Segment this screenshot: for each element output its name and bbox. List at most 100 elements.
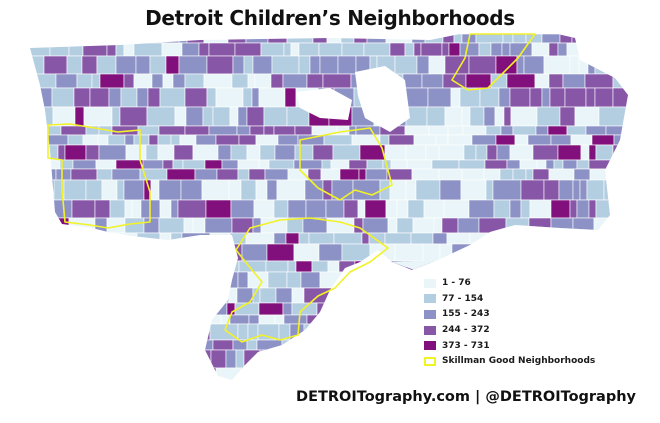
- census-tract: [157, 134, 172, 146]
- census-tract: [145, 271, 155, 289]
- census-tract: [186, 302, 208, 316]
- census-tract: [204, 217, 233, 234]
- census-tract: [629, 315, 651, 324]
- census-tract: [283, 314, 308, 325]
- census-tract: [509, 144, 534, 161]
- census-tract: [431, 159, 460, 170]
- census-tract: [495, 55, 518, 75]
- census-tract: [142, 382, 168, 398]
- census-tract: [204, 159, 223, 170]
- census-tract: [461, 168, 485, 181]
- census-tract: [107, 134, 126, 146]
- census-tract: [258, 159, 270, 170]
- census-tract: [431, 260, 459, 273]
- census-tract: [173, 144, 194, 161]
- census-tract: [406, 159, 433, 170]
- census-tract: [247, 271, 269, 289]
- census-tract: [120, 260, 145, 273]
- census-tract: [485, 125, 502, 136]
- census-tract: [178, 33, 188, 44]
- census-tract: [119, 243, 138, 262]
- census-tract: [572, 243, 581, 262]
- census-tract: [405, 349, 418, 369]
- census-tract: [413, 42, 422, 57]
- census-tract: [59, 287, 74, 304]
- census-tract: [332, 144, 361, 161]
- census-tract: [180, 179, 203, 201]
- census-tract: [421, 73, 444, 89]
- census-tract: [82, 42, 108, 57]
- census-tract: [298, 55, 311, 75]
- census-tract: [604, 367, 616, 380]
- census-tract: [625, 339, 628, 351]
- census-tract: [125, 287, 153, 304]
- census-tract: [588, 199, 597, 219]
- census-tract: [383, 302, 399, 316]
- census-tract: [173, 339, 189, 351]
- census-tract: [541, 243, 560, 262]
- census-tract: [52, 106, 76, 127]
- census-tract: [387, 217, 398, 234]
- census-tract: [30, 217, 45, 234]
- census-tract: [75, 367, 94, 380]
- census-tract: [51, 382, 74, 398]
- census-tract: [585, 125, 607, 136]
- census-tract: [66, 55, 83, 75]
- census-tract: [322, 179, 333, 201]
- census-tract: [499, 168, 514, 181]
- census-tract: [135, 55, 151, 75]
- census-tract: [156, 33, 180, 44]
- census-tract: [237, 168, 250, 181]
- census-tract: [605, 125, 627, 136]
- census-tract: [248, 314, 260, 325]
- census-tract: [204, 271, 213, 289]
- census-tract: [489, 243, 515, 262]
- census-tract: [200, 349, 212, 369]
- census-tract: [253, 199, 275, 219]
- census-tract: [391, 323, 409, 341]
- census-tract: [612, 144, 628, 161]
- census-tract: [591, 134, 615, 146]
- census-tract: [273, 232, 287, 245]
- census-tract: [543, 179, 560, 201]
- census-tract: [238, 134, 257, 146]
- census-tract: [243, 55, 254, 75]
- census-tract: [490, 42, 503, 57]
- census-tract: [348, 159, 368, 170]
- skillman-neighborhood-outline: [47, 123, 151, 229]
- legend-label-2: 77 - 154: [442, 293, 484, 304]
- census-tract: [28, 382, 37, 398]
- census-tract: [394, 55, 418, 75]
- census-tract: [327, 260, 340, 273]
- census-tract: [294, 144, 314, 161]
- census-tract: [266, 179, 278, 201]
- census-tract: [159, 87, 186, 108]
- census-tract: [331, 287, 355, 304]
- map-title: Detroit Children’s Neighborhoods: [145, 6, 515, 30]
- census-tract: [384, 144, 407, 161]
- census-tract: [187, 339, 203, 351]
- legend-row-1: 1 - 76: [424, 276, 595, 290]
- census-tract: [379, 323, 393, 341]
- census-tract: [246, 106, 265, 127]
- census-tract: [364, 199, 387, 219]
- census-tract: [30, 199, 48, 219]
- census-tract: [281, 339, 299, 351]
- census-tract: [153, 323, 172, 341]
- census-tract: [277, 134, 299, 146]
- census-tract: [571, 33, 590, 44]
- census-tract: [37, 125, 62, 136]
- census-tract: [316, 302, 332, 316]
- census-tract: [293, 243, 320, 262]
- census-tract: [291, 287, 305, 304]
- census-tract: [289, 323, 305, 341]
- census-tract: [412, 217, 435, 234]
- census-tract: [184, 73, 205, 89]
- census-tract: [91, 73, 101, 89]
- census-tract: [341, 42, 365, 57]
- census-tract: [80, 349, 104, 369]
- census-tract: [212, 382, 237, 398]
- census-tract: [137, 125, 160, 136]
- census-tract: [232, 55, 245, 75]
- census-tract: [594, 55, 623, 75]
